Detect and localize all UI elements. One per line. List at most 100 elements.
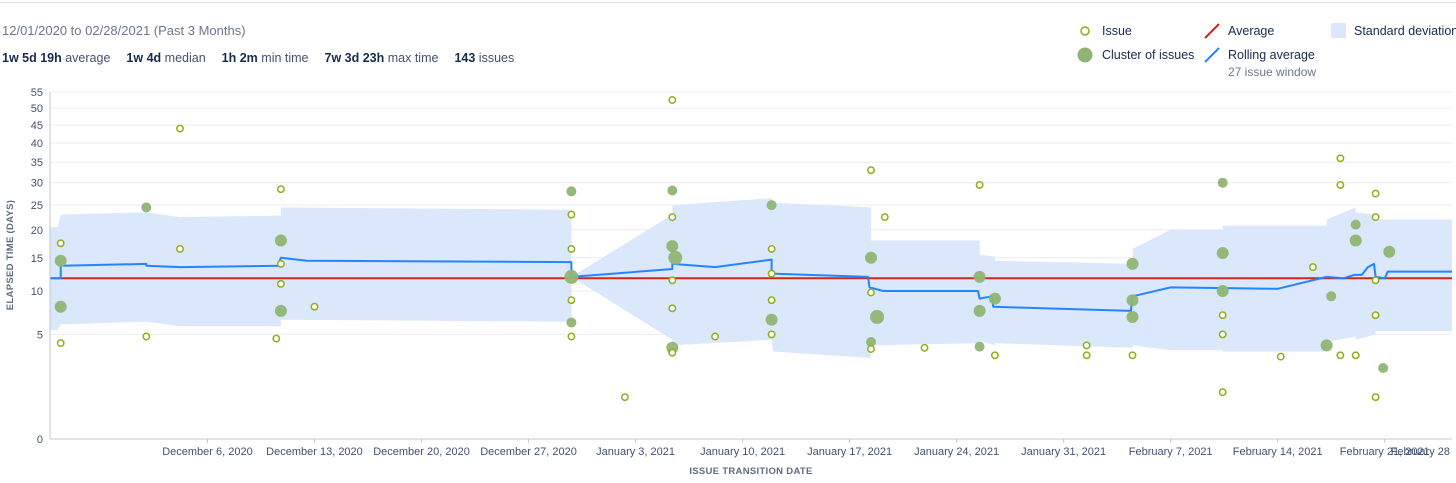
x-tick-label: January 17, 2021 (807, 446, 892, 458)
issue-point[interactable] (1351, 351, 1360, 360)
issue-cluster-point[interactable] (141, 202, 152, 213)
issue-cluster-point[interactable] (1320, 339, 1333, 352)
issue-cluster-point[interactable] (564, 269, 579, 284)
issue-cluster-point[interactable] (566, 186, 577, 197)
issue-cluster-point[interactable] (1378, 363, 1389, 373)
issue-point[interactable] (567, 296, 576, 305)
issue-cluster-point[interactable] (274, 304, 287, 317)
issue-point[interactable] (880, 213, 889, 222)
issue-cluster-point[interactable] (1217, 177, 1228, 188)
issue-cluster-point[interactable] (765, 313, 778, 326)
issue-point[interactable] (1082, 351, 1091, 360)
issue-cluster-point[interactable] (1216, 285, 1229, 297)
issue-point[interactable] (1336, 351, 1345, 360)
axes: 0 5 10 15 20 25 30 35 40 45 50 55 December 6, 2020 De… (31, 87, 1452, 458)
y-tick-label: 35 (31, 157, 43, 169)
issue-point[interactable] (176, 244, 184, 253)
issue-point[interactable] (142, 332, 151, 341)
issue-cluster-point[interactable] (666, 240, 679, 253)
issue-point[interactable] (1336, 154, 1345, 163)
issue-point[interactable] (272, 334, 281, 343)
issue-point[interactable] (276, 185, 285, 194)
issue-point[interactable] (567, 332, 576, 341)
issue-point[interactable] (310, 302, 319, 311)
stat-max-time-value: 7w 3d 23h (324, 51, 385, 65)
issue-point[interactable] (668, 348, 677, 357)
issue-point[interactable] (1218, 388, 1227, 397)
issue-cluster-point[interactable] (566, 317, 577, 328)
issue-cluster-point[interactable] (1349, 234, 1362, 247)
issue-cluster-point[interactable] (865, 251, 877, 264)
issue-point[interactable] (975, 180, 984, 189)
issue-point[interactable] (1371, 189, 1380, 198)
stat-min-time-value: 1h 2m (221, 51, 258, 65)
issue-point[interactable] (1218, 311, 1227, 320)
issue-cluster-point[interactable] (1383, 245, 1396, 258)
stat-min-time: 1h 2m min time (222, 51, 309, 65)
issue-cluster-point[interactable] (274, 234, 287, 247)
issue-point[interactable] (620, 393, 629, 402)
issue-point[interactable] (1128, 351, 1137, 360)
stat-max-time: 7w 3d 23h max time (325, 51, 439, 65)
issue-point[interactable] (1308, 263, 1317, 272)
issue-point[interactable] (567, 210, 576, 219)
issue-point[interactable] (668, 213, 677, 222)
issue-point[interactable] (990, 351, 999, 360)
issue-cluster-point[interactable] (668, 250, 683, 265)
issue-point[interactable] (767, 330, 776, 339)
issue-point[interactable] (1371, 213, 1380, 222)
issue-cluster-point[interactable] (1126, 257, 1139, 270)
issue-point[interactable] (176, 124, 184, 133)
issue-point[interactable] (1371, 393, 1380, 402)
y-tick-label: 55 (31, 87, 43, 99)
issue-cluster-point[interactable] (1350, 219, 1361, 230)
issue-point[interactable] (867, 288, 875, 297)
issue-cluster-point[interactable] (766, 200, 777, 211)
issue-cluster-point[interactable] (973, 304, 986, 317)
issue-cluster-point[interactable] (54, 300, 67, 313)
stat-average: 1w 5d 19h average (2, 51, 110, 65)
issue-cluster-point[interactable] (988, 292, 1001, 305)
issue-point[interactable] (567, 244, 576, 253)
issue-point[interactable] (276, 259, 285, 268)
stat-max-time-label: max time (387, 51, 439, 65)
issue-cluster-point[interactable] (54, 254, 67, 267)
issue-point[interactable] (1276, 352, 1285, 361)
issue-cluster-point[interactable] (866, 337, 876, 347)
issue-cluster-point[interactable] (870, 310, 885, 324)
issue-cluster-point[interactable] (1126, 311, 1139, 323)
x-tick-label: February 14, 2021 (1233, 446, 1323, 458)
issue-point[interactable] (867, 166, 875, 175)
issue-point[interactable] (767, 269, 776, 278)
issue-point[interactable] (668, 276, 677, 285)
issue-point[interactable] (276, 279, 285, 288)
issue-point[interactable] (767, 244, 776, 253)
issue-point[interactable] (56, 239, 65, 248)
issue-point[interactable] (867, 345, 875, 353)
issue-point[interactable] (711, 332, 720, 341)
issue-cluster-point[interactable] (1326, 291, 1337, 302)
issue-point[interactable] (920, 343, 929, 352)
issue-point[interactable] (1082, 341, 1091, 350)
x-tick-label: January 10, 2021 (700, 446, 785, 458)
issue-point[interactable] (767, 296, 776, 305)
issue-cluster-point[interactable] (974, 341, 985, 352)
issues-layer[interactable] (56, 96, 1380, 402)
issue-cluster-point[interactable] (1126, 294, 1139, 307)
stat-average-label: average (65, 51, 111, 65)
issue-point[interactable] (668, 304, 677, 313)
clusters-layer[interactable] (54, 177, 1396, 373)
top-divider (0, 2, 1456, 3)
issue-point[interactable] (668, 96, 677, 104)
issue-point[interactable] (1371, 276, 1380, 285)
issue-point[interactable] (1218, 330, 1227, 339)
issue-point[interactable] (56, 339, 65, 348)
issue-cluster-point[interactable] (1216, 247, 1229, 259)
y-tick-label: 25 (31, 200, 43, 212)
issue-point[interactable] (1371, 311, 1380, 320)
issue-cluster-point[interactable] (667, 185, 678, 196)
stat-issues: 143 issues (454, 51, 514, 65)
issue-cluster-point[interactable] (973, 270, 986, 283)
issue-point[interactable] (1336, 180, 1345, 189)
